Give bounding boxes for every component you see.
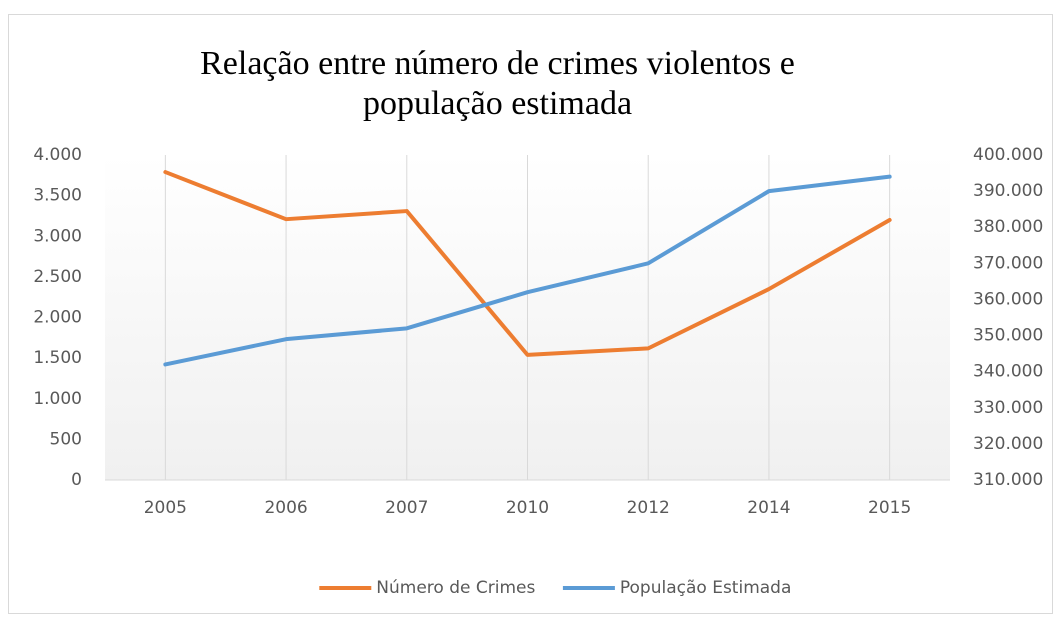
y2-tick-label: 390.000 <box>973 181 1043 201</box>
chart-title: Relação entre número de crimes violentos… <box>200 45 795 122</box>
y2-tick-label: 400.000 <box>973 145 1043 165</box>
x-tick-label: 2015 <box>868 498 911 518</box>
y-tick-label: 2.500 <box>33 267 82 287</box>
y2-tick-label: 380.000 <box>973 217 1043 237</box>
series-line <box>163 170 892 357</box>
legend-label: População Estimada <box>620 578 792 598</box>
series-line <box>163 174 892 367</box>
x-tick-label: 2006 <box>264 498 307 518</box>
y2-tick-label: 340.000 <box>973 362 1043 382</box>
y-tick-label: 1.500 <box>33 348 82 368</box>
x-tick-label: 2010 <box>506 498 549 518</box>
y2-tick-label: 310.000 <box>973 470 1043 490</box>
y-tick-label: 2.000 <box>33 308 82 328</box>
x-tick-label: 2014 <box>747 498 790 518</box>
x-tick-label: 2012 <box>627 498 670 518</box>
y2-tick-label: 360.000 <box>973 289 1043 309</box>
chart-frame <box>8 14 1053 614</box>
y-tick-label: 1.000 <box>33 389 82 409</box>
x-tick-label: 2005 <box>144 498 187 518</box>
y-tick-label: 3.500 <box>33 186 82 206</box>
y2-tick-label: 330.000 <box>973 398 1043 418</box>
y-tick-label: 500 <box>50 429 82 449</box>
y2-tick-label: 350.000 <box>973 326 1043 346</box>
y-tick-label: 0 <box>71 470 82 490</box>
x-tick-label: 2007 <box>385 498 428 518</box>
y2-tick-label: 320.000 <box>973 434 1043 454</box>
y2-tick-label: 370.000 <box>973 253 1043 273</box>
legend-label: Número de Crimes <box>376 578 535 598</box>
y-tick-label: 4.000 <box>33 145 82 165</box>
y-tick-label: 3.000 <box>33 226 82 246</box>
